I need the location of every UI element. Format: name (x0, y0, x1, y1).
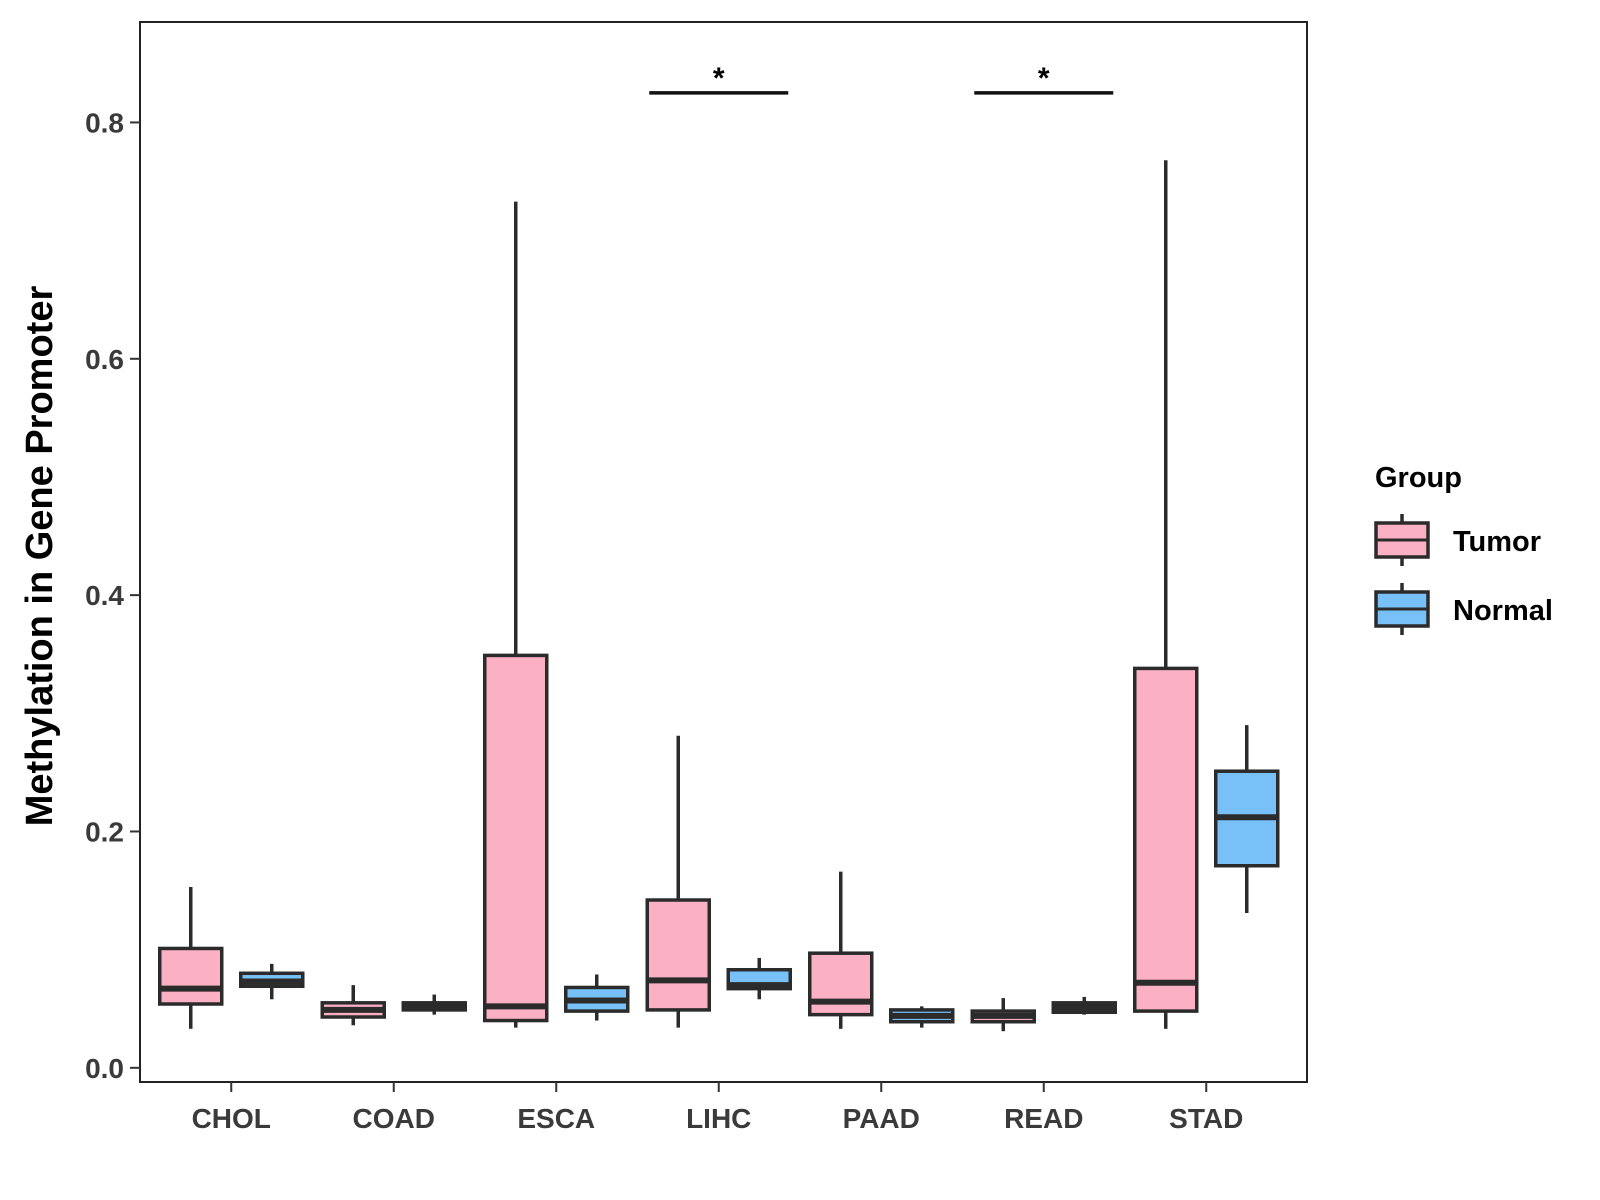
box-tumor-read (970, 998, 1036, 1032)
y-tick-label: 0.2 (85, 816, 124, 847)
box-tumor-lihc (645, 735, 711, 1028)
box-body (1133, 666, 1199, 1013)
x-tick-label: READ (1004, 1103, 1083, 1134)
significance-lihc: * (649, 62, 789, 95)
y-tick-label: 0.8 (85, 107, 124, 138)
box-tumor-esca (483, 201, 549, 1028)
x-tick-label: LIHC (686, 1103, 751, 1134)
significance-label: * (1038, 62, 1050, 95)
panel-border (139, 21, 1308, 1083)
box-tumor-coad (320, 985, 386, 1026)
box-body (158, 946, 224, 1006)
y-tick-label: 0.0 (85, 1053, 124, 1084)
box-body (645, 898, 711, 1012)
x-tick-label: CHOL (192, 1103, 271, 1134)
legend-label: Normal (1453, 595, 1553, 627)
x-tick-label: COAD (353, 1103, 435, 1134)
box-body (808, 951, 874, 1017)
legend-item-tumor: Tumor (1374, 514, 1541, 566)
legend: Group Tumor Normal (1374, 462, 1553, 635)
y-axis-title: Methylation in Gene Promoter (19, 286, 61, 827)
y-axis: 0.0 0.2 0.4 0.6 0.8 (85, 107, 140, 1084)
plot-area: * * (158, 62, 1280, 1032)
x-tick-label: ESCA (517, 1103, 595, 1134)
y-tick-label: 0.6 (85, 344, 124, 375)
box-normal-chol (239, 963, 305, 1000)
x-tick-label: PAAD (843, 1103, 920, 1134)
box-normal-paad (889, 1006, 955, 1028)
box-body (483, 653, 549, 1023)
box-normal-stad (1214, 725, 1280, 914)
x-axis: CHOL COAD ESCA LIHC PAAD READ STAD (192, 1082, 1243, 1134)
box-normal-esca (564, 974, 630, 1021)
legend-item-normal: Normal (1374, 583, 1553, 635)
significance-label: * (713, 62, 725, 95)
box-tumor-stad (1133, 160, 1199, 1029)
legend-label: Tumor (1453, 526, 1541, 558)
legend-title: Group (1375, 462, 1462, 494)
box-normal-read (1051, 996, 1117, 1015)
box-tumor-paad (808, 871, 874, 1029)
box-normal-lihc (726, 957, 792, 1000)
box-normal-coad (401, 994, 467, 1015)
box-tumor-chol (158, 887, 224, 1029)
significance-read: * (974, 62, 1114, 95)
x-tick-label: STAD (1169, 1103, 1243, 1134)
y-tick-label: 0.4 (85, 580, 124, 611)
